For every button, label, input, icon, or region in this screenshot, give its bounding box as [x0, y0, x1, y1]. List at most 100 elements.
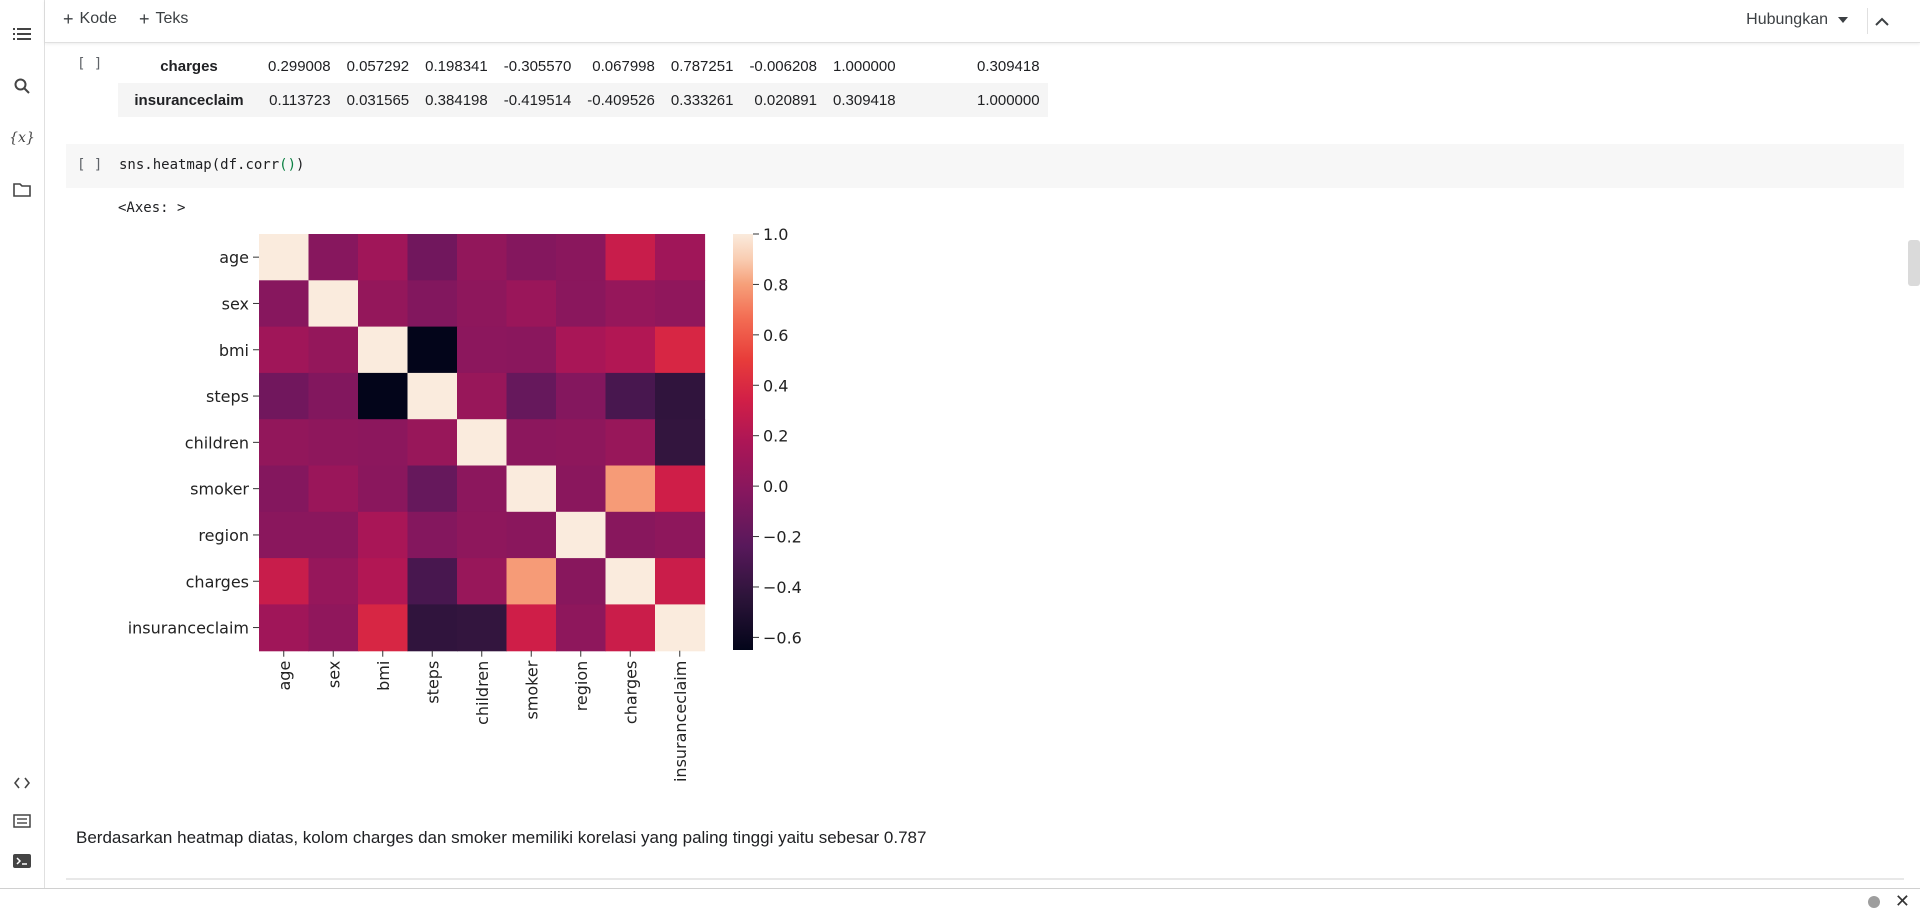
heatmap-cell [605, 465, 656, 513]
heatmap-cell [308, 511, 359, 559]
heatmap-cell [655, 558, 706, 605]
plus-icon: + [63, 9, 74, 29]
colorbar [733, 234, 753, 650]
heatmap-cell [605, 372, 656, 420]
heatmap-cell [655, 372, 706, 420]
colorbar-tick-label: −0.6 [763, 628, 802, 647]
heatmap-cell [358, 326, 409, 374]
add-text-button[interactable]: + Teks [139, 10, 188, 28]
close-icon[interactable]: ✕ [1894, 891, 1910, 911]
table-cell: -0.419514 [495, 83, 580, 117]
cell-output-text: <Axes: > [118, 200, 186, 216]
heatmap-cell [407, 234, 458, 281]
heatmap-cell [259, 234, 310, 281]
table-cell: 0.299008 [268, 57, 331, 75]
chevron-up-icon [1875, 17, 1889, 26]
heatmap-cell [407, 558, 458, 605]
terminal-icon[interactable] [10, 849, 34, 873]
code-cell[interactable] [66, 144, 1904, 188]
heatmap-cell [259, 372, 310, 420]
colorbar-tick-label: 0.8 [763, 275, 788, 294]
cell-run-button[interactable]: [ ] [77, 157, 103, 173]
y-tick-label: smoker [190, 480, 249, 499]
y-tick-label: charges [186, 572, 249, 591]
heatmap-cell [655, 604, 706, 652]
table-cell: 0.198341 [425, 57, 488, 75]
connect-button[interactable]: Hubungkan [1746, 11, 1848, 29]
heatmap-cell [259, 465, 310, 513]
y-tick-label: bmi [219, 341, 249, 360]
heatmap-cell [358, 604, 409, 652]
table-cell: 0.031565 [338, 83, 418, 117]
heatmap-cell [605, 280, 656, 328]
table-cell: 0.020891 [741, 83, 825, 117]
table-cell: 0.787251 [670, 57, 734, 75]
x-tick-label: sex [324, 661, 343, 688]
connect-label: Hubungkan [1746, 11, 1828, 28]
heatmap-cell [605, 604, 656, 652]
plus-icon: + [139, 9, 150, 29]
heatmap-cell [407, 280, 458, 328]
heatmap-cell [457, 280, 508, 328]
heatmap-cell [407, 465, 458, 513]
scrollbar-thumb[interactable] [1908, 240, 1920, 286]
add-code-button[interactable]: + Kode [63, 10, 117, 28]
heatmap-cell [457, 326, 508, 374]
x-tick-label: bmi [374, 661, 393, 691]
colorbar-tick-label: 0.0 [763, 477, 788, 496]
heatmap-cell [259, 604, 310, 652]
table-of-contents-icon[interactable] [10, 22, 34, 46]
table-cell: 0.057292 [346, 57, 410, 75]
x-tick-label: steps [423, 661, 442, 704]
heatmap-cell [556, 326, 607, 374]
chevron-down-icon[interactable] [1838, 17, 1848, 23]
colorbar-tick-label: 0.4 [763, 376, 788, 395]
command-palette-icon[interactable] [10, 809, 34, 833]
colorbar-tick-label: 0.6 [763, 326, 788, 345]
notebook-toolbar: + Kode + Teks Hubungkan [45, 0, 1920, 43]
heatmap-chart: age age sex sex bmi bmi steps steps children chil… [128, 225, 802, 782]
heatmap-cell [358, 511, 409, 559]
x-tick-label: children [473, 661, 492, 725]
heatmap-cell [556, 511, 607, 559]
heatmap-cell [556, 558, 607, 605]
heatmap-cell [556, 419, 607, 467]
table-cell: 0.384198 [417, 83, 496, 117]
heatmap-cell [457, 465, 508, 513]
cell-run-button[interactable]: [ ] [77, 56, 103, 72]
heatmap-cell [457, 511, 508, 559]
collapse-toolbar-button[interactable] [1867, 8, 1896, 34]
heatmap-cell [259, 511, 310, 559]
heatmap-cell [358, 234, 409, 281]
heatmap-cell [506, 604, 557, 652]
code-snippets-icon[interactable] [10, 771, 34, 795]
x-tick-label: charges [621, 661, 640, 724]
heatmap-cell [358, 558, 409, 605]
heatmap-cell [308, 419, 359, 467]
table-cell: -0.006208 [749, 57, 817, 75]
table-row: charges 0.299008 0.057292 0.198341 -0.30… [118, 49, 1048, 83]
heatmap-cell [605, 558, 656, 605]
code-token: ) [296, 157, 305, 173]
heatmap-cell [358, 419, 409, 467]
code-editor[interactable]: sns.heatmap(df.corr()) [119, 157, 304, 173]
heatmap-cell [605, 511, 656, 559]
code-token: df.corr [220, 157, 280, 173]
heatmap-cell [457, 419, 508, 467]
code-token: ( [211, 157, 221, 173]
y-tick-label: age [219, 248, 249, 267]
add-text-label: Teks [155, 10, 189, 27]
table-cell: 1.000000 [833, 57, 896, 75]
y-tick-label: region [198, 526, 249, 545]
table-cell: 0.309418 [825, 83, 904, 117]
heatmap-cell [506, 234, 557, 281]
heatmap-cell [308, 234, 359, 281]
heatmap-cell [259, 558, 310, 605]
heatmap-cell [655, 234, 706, 281]
search-icon[interactable] [10, 74, 34, 98]
heatmap-cell [556, 604, 607, 652]
heatmap-cell [655, 280, 706, 328]
folder-icon[interactable] [10, 178, 34, 202]
variables-icon[interactable]: {x} [9, 130, 35, 146]
heatmap-cell [308, 558, 359, 605]
